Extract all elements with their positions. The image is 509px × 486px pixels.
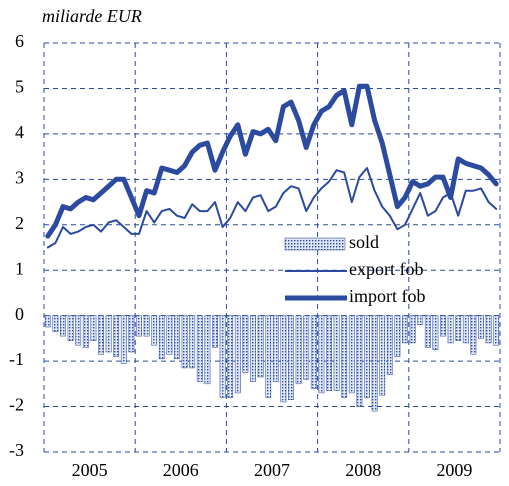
bar bbox=[136, 315, 142, 337]
legend-label: sold bbox=[349, 232, 379, 252]
bar bbox=[386, 315, 393, 375]
bar bbox=[158, 315, 165, 360]
bar bbox=[303, 315, 310, 380]
bar bbox=[181, 315, 188, 369]
bar bbox=[310, 315, 317, 389]
bar bbox=[371, 315, 378, 412]
bar bbox=[128, 315, 135, 353]
bar bbox=[341, 315, 348, 398]
x-tick-label: 2009 bbox=[436, 460, 472, 480]
bar bbox=[402, 315, 408, 344]
bar bbox=[98, 315, 104, 355]
bar bbox=[143, 315, 150, 337]
bar bbox=[447, 315, 454, 344]
bar bbox=[196, 315, 203, 382]
bar bbox=[409, 315, 416, 344]
bar bbox=[234, 315, 241, 394]
bar bbox=[82, 315, 89, 348]
legend-label: export fob bbox=[349, 259, 423, 279]
y-tick-label: -2 bbox=[9, 395, 24, 415]
bar bbox=[151, 315, 158, 346]
x-tick-label: 2005 bbox=[72, 460, 108, 480]
bar bbox=[424, 315, 431, 348]
bar bbox=[485, 315, 492, 344]
bar bbox=[417, 315, 424, 326]
y-tick-label: -1 bbox=[9, 349, 24, 369]
bar bbox=[189, 315, 196, 369]
bar bbox=[295, 315, 302, 385]
bar bbox=[75, 315, 82, 346]
bar bbox=[52, 315, 59, 332]
y-tick-label: 0 bbox=[15, 304, 24, 324]
bar bbox=[242, 315, 249, 373]
y-tick-label: -3 bbox=[9, 440, 24, 460]
bar bbox=[250, 315, 256, 382]
x-tick-label: 2007 bbox=[254, 460, 290, 480]
bar bbox=[257, 315, 264, 378]
y-tick-label: 2 bbox=[15, 213, 24, 233]
bar bbox=[493, 315, 500, 346]
x-tick-label: 2008 bbox=[345, 460, 381, 480]
bar bbox=[440, 315, 446, 337]
bar bbox=[478, 315, 484, 339]
bar bbox=[288, 315, 294, 400]
bar bbox=[356, 315, 363, 407]
bar bbox=[364, 315, 370, 398]
line-series bbox=[46, 167, 498, 249]
bar bbox=[455, 315, 462, 341]
bar bbox=[379, 315, 386, 396]
bar bbox=[219, 315, 226, 398]
bar bbox=[318, 315, 325, 394]
y-tick-label: 5 bbox=[15, 77, 24, 97]
bar bbox=[333, 315, 340, 391]
bar bbox=[470, 315, 477, 355]
bar bbox=[265, 315, 272, 398]
bar bbox=[432, 315, 439, 350]
y-tick-label: 6 bbox=[15, 31, 24, 51]
chart-title: miliarde EUR bbox=[42, 6, 142, 26]
bar bbox=[166, 315, 173, 355]
bar bbox=[113, 315, 120, 357]
bar bbox=[348, 315, 355, 394]
bar bbox=[120, 315, 127, 364]
bar bbox=[280, 315, 287, 403]
bar bbox=[394, 315, 401, 357]
bar bbox=[204, 315, 211, 385]
legend-label: import fob bbox=[349, 286, 426, 306]
legend-swatch bbox=[284, 237, 346, 251]
bar bbox=[90, 315, 97, 341]
y-tick-label: 3 bbox=[15, 167, 24, 187]
bar bbox=[272, 315, 279, 382]
y-tick-label: 4 bbox=[15, 122, 24, 142]
line-series bbox=[45, 83, 499, 239]
bar bbox=[174, 315, 180, 360]
bar bbox=[105, 315, 112, 353]
bar bbox=[326, 315, 332, 391]
bar bbox=[44, 315, 51, 328]
bar bbox=[227, 315, 234, 398]
bar bbox=[67, 315, 74, 341]
bar bbox=[462, 315, 469, 344]
bar bbox=[212, 315, 218, 348]
y-tick-label: 1 bbox=[15, 258, 24, 278]
bar bbox=[60, 315, 66, 337]
x-tick-label: 2006 bbox=[163, 460, 199, 480]
